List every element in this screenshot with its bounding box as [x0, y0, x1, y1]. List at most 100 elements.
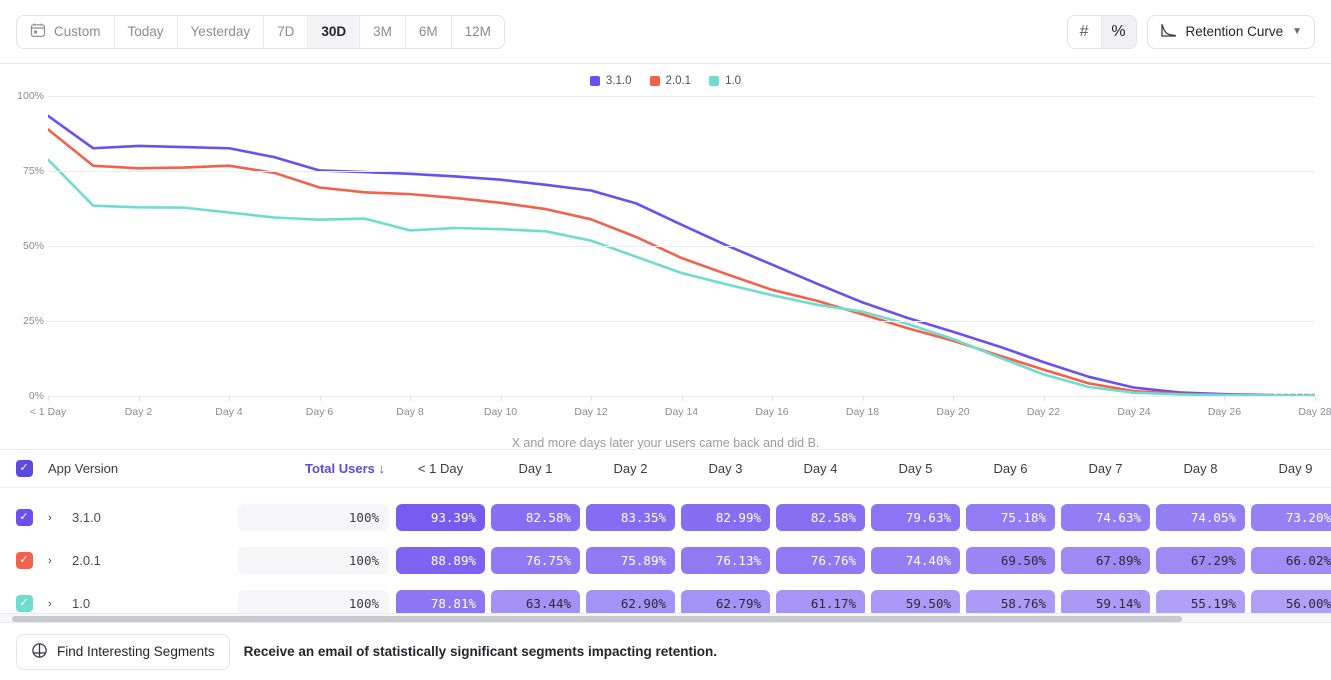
- select-all-checkbox[interactable]: ✓: [15, 460, 33, 477]
- total-users-label[interactable]: Total Users: [305, 461, 375, 476]
- y-axis-tick: 100%: [17, 90, 44, 102]
- x-axis-tickmark: [1224, 396, 1226, 401]
- retention-cell[interactable]: 74.40%: [871, 547, 960, 574]
- retention-cell[interactable]: 63.44%: [491, 590, 580, 617]
- range-button-12m[interactable]: 12M: [451, 15, 504, 48]
- percent-icon[interactable]: %: [1101, 15, 1136, 48]
- x-axis-tick: Day 26: [1207, 406, 1242, 418]
- legend-item-1.0[interactable]: 1.0: [709, 75, 741, 87]
- retention-cell[interactable]: 61.17%: [776, 590, 865, 617]
- column-header-day-9[interactable]: Day 9: [1278, 461, 1313, 476]
- retention-cell[interactable]: 75.89%: [586, 547, 675, 574]
- column-header-day-1[interactable]: Day 1: [518, 461, 553, 476]
- retention-cell[interactable]: 76.75%: [491, 547, 580, 574]
- table-row: ✓ › 1.0 100% 78.81% 63.44% 62.90% 62.79% 61.17% 5…: [0, 586, 1331, 621]
- column-header-day-2[interactable]: Day 2: [613, 461, 648, 476]
- retention-cell[interactable]: 78.81%: [396, 590, 485, 617]
- retention-cell[interactable]: 59.14%: [1061, 590, 1150, 617]
- day-cell-wrap: 61.17%: [773, 590, 868, 617]
- retention-cell[interactable]: 74.05%: [1156, 504, 1245, 531]
- day-cell-wrap: 75.18%: [963, 504, 1058, 531]
- scrollbar-thumb[interactable]: [12, 616, 1182, 622]
- retention-cell[interactable]: 67.29%: [1156, 547, 1245, 574]
- retention-cell[interactable]: 82.99%: [681, 504, 770, 531]
- x-axis-tickmark: [953, 396, 954, 401]
- table-row: ✓ › 3.1.0 100% 93.39% 82.58% 83.35% 82.99% 82.58…: [0, 500, 1331, 535]
- legend-item-3.1.0[interactable]: 3.1.0: [589, 75, 632, 87]
- legend-swatch-icon: [709, 76, 720, 86]
- retention-cell[interactable]: 69.50%: [966, 547, 1055, 574]
- retention-cell[interactable]: 83.35%: [586, 504, 675, 531]
- retention-cell[interactable]: 58.76%: [966, 590, 1055, 617]
- plot-area: [48, 96, 1315, 397]
- column-header-app-version[interactable]: App Version: [48, 461, 119, 476]
- day-cell-wrap: 76.76%: [773, 547, 868, 574]
- row-checkbox[interactable]: ✓: [15, 595, 33, 612]
- range-button-30d[interactable]: 30D: [308, 15, 361, 48]
- range-button-7d[interactable]: 7D: [264, 15, 309, 48]
- row-checkbox[interactable]: ✓: [15, 552, 33, 569]
- horizontal-scrollbar[interactable]: [0, 613, 1331, 622]
- column-header-day-8[interactable]: Day 8: [1183, 461, 1218, 476]
- day-cell-wrap: 69.50%: [963, 547, 1058, 574]
- retention-cell[interactable]: 66.02%: [1251, 547, 1331, 574]
- day-cell-wrap: 67.89%: [1058, 547, 1153, 574]
- retention-cell[interactable]: 62.90%: [586, 590, 675, 617]
- retention-cell[interactable]: 67.89%: [1061, 547, 1150, 574]
- retention-cell[interactable]: 88.89%: [396, 547, 485, 574]
- expand-row-icon[interactable]: ›: [48, 597, 52, 610]
- total-users-cell-wrap: 100%: [238, 590, 393, 617]
- day-cell-wrap: 82.99%: [678, 504, 773, 531]
- row-checkbox[interactable]: ✓: [15, 509, 33, 526]
- column-header-day-6[interactable]: Day 6: [993, 461, 1028, 476]
- column-header-day-7[interactable]: Day 7: [1088, 461, 1123, 476]
- range-button-yesterday[interactable]: Yesterday: [177, 15, 265, 48]
- retention-cell[interactable]: 82.58%: [491, 504, 580, 531]
- retention-cell[interactable]: 82.58%: [776, 504, 865, 531]
- hash-icon[interactable]: #: [1067, 15, 1102, 48]
- retention-cell[interactable]: 73.20%: [1251, 504, 1331, 531]
- day-cell-wrap: 76.75%: [488, 547, 583, 574]
- date-range-selector[interactable]: Custom Today Yesterday 7D 30D 3M 6M 12M: [16, 14, 505, 49]
- find-interesting-segments-button[interactable]: Find Interesting Segments: [16, 633, 230, 670]
- retention-cell[interactable]: 59.50%: [871, 590, 960, 617]
- range-button-custom[interactable]: Custom: [17, 15, 115, 48]
- expand-row-icon[interactable]: ›: [48, 511, 52, 524]
- x-axis-tickmark: [48, 396, 49, 401]
- chevron-down-icon: ▼: [1292, 26, 1302, 37]
- retention-cell[interactable]: 74.63%: [1061, 504, 1150, 531]
- day-cell-wrap: 59.14%: [1058, 590, 1153, 617]
- column-header-total-users[interactable]: Total Users ↓: [238, 461, 393, 476]
- sort-descending-icon[interactable]: ↓: [378, 461, 386, 476]
- legend-swatch-icon: [589, 76, 600, 86]
- column-header-day-5[interactable]: Day 5: [898, 461, 933, 476]
- range-button-3m[interactable]: 3M: [360, 15, 406, 48]
- x-axis-tick: Day 24: [1117, 406, 1151, 418]
- retention-cell[interactable]: 56.00%: [1251, 590, 1331, 617]
- retention-cell[interactable]: 76.13%: [681, 547, 770, 574]
- retention-cell[interactable]: 75.18%: [966, 504, 1055, 531]
- retention-cell[interactable]: 79.63%: [871, 504, 960, 531]
- day-cell-wrap: 62.90%: [583, 590, 678, 617]
- retention-cell[interactable]: 93.39%: [396, 504, 485, 531]
- chart-type-dropdown[interactable]: Retention Curve ▼: [1146, 14, 1315, 49]
- row-day-cells: 93.39% 82.58% 83.35% 82.99% 82.58% 79.63% 75.1…: [393, 504, 1331, 531]
- retention-cell[interactable]: 55.19%: [1156, 590, 1245, 617]
- day-cell-wrap: 74.40%: [868, 547, 963, 574]
- y-axis-tick: 25%: [22, 315, 44, 327]
- day-cell-wrap: 79.63%: [868, 504, 963, 531]
- metric-mode-toggle[interactable]: # %: [1066, 14, 1137, 49]
- legend-item-2.0.1[interactable]: 2.0.1: [649, 75, 691, 87]
- retention-cell[interactable]: 62.79%: [681, 590, 770, 617]
- x-axis: < 1 Day Day 2 Day 4 Day 6 Day 8 Day 10 Day 12 D…: [30, 396, 1331, 422]
- range-button-6m[interactable]: 6M: [405, 15, 452, 48]
- gridline: [48, 246, 1315, 247]
- expand-row-icon[interactable]: ›: [48, 554, 52, 567]
- retention-cell[interactable]: 76.76%: [776, 547, 865, 574]
- column-header--1-day[interactable]: < 1 Day: [417, 461, 464, 476]
- row-select-cell: ✓: [0, 552, 48, 569]
- column-header-day-3[interactable]: Day 3: [708, 461, 743, 476]
- x-axis-tick: < 1 Day: [29, 406, 67, 418]
- range-button-today[interactable]: Today: [114, 15, 178, 48]
- column-header-day-4[interactable]: Day 4: [803, 461, 838, 476]
